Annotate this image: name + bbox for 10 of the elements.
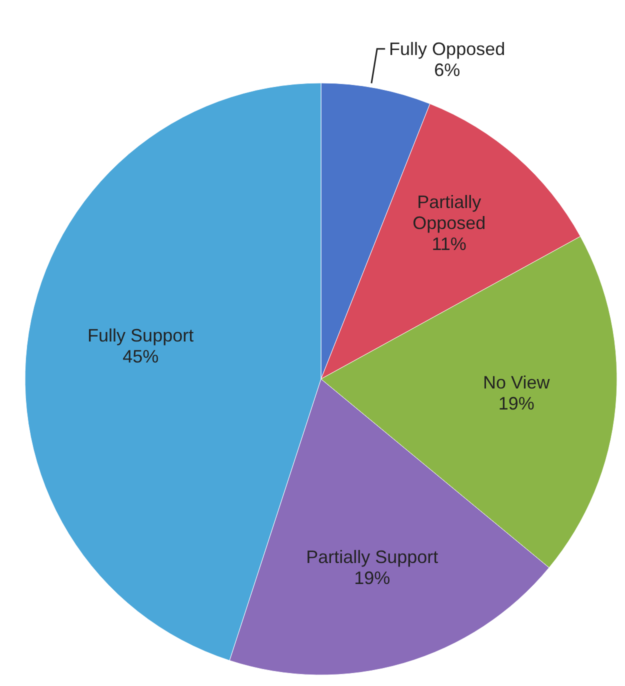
- data-label: 45%: [122, 346, 159, 367]
- slice-label: Fully Opposed: [389, 38, 506, 59]
- data-label: 19%: [354, 568, 390, 588]
- data-label: 11%: [432, 234, 466, 254]
- slice-label: No View: [483, 372, 551, 392]
- slice-label: Fully Support: [88, 326, 194, 346]
- data-label: 19%: [498, 393, 534, 414]
- slice-label: Partially Opposed: [412, 192, 486, 234]
- data-label: 6%: [434, 60, 460, 80]
- slice-label: Partially Support: [306, 546, 438, 567]
